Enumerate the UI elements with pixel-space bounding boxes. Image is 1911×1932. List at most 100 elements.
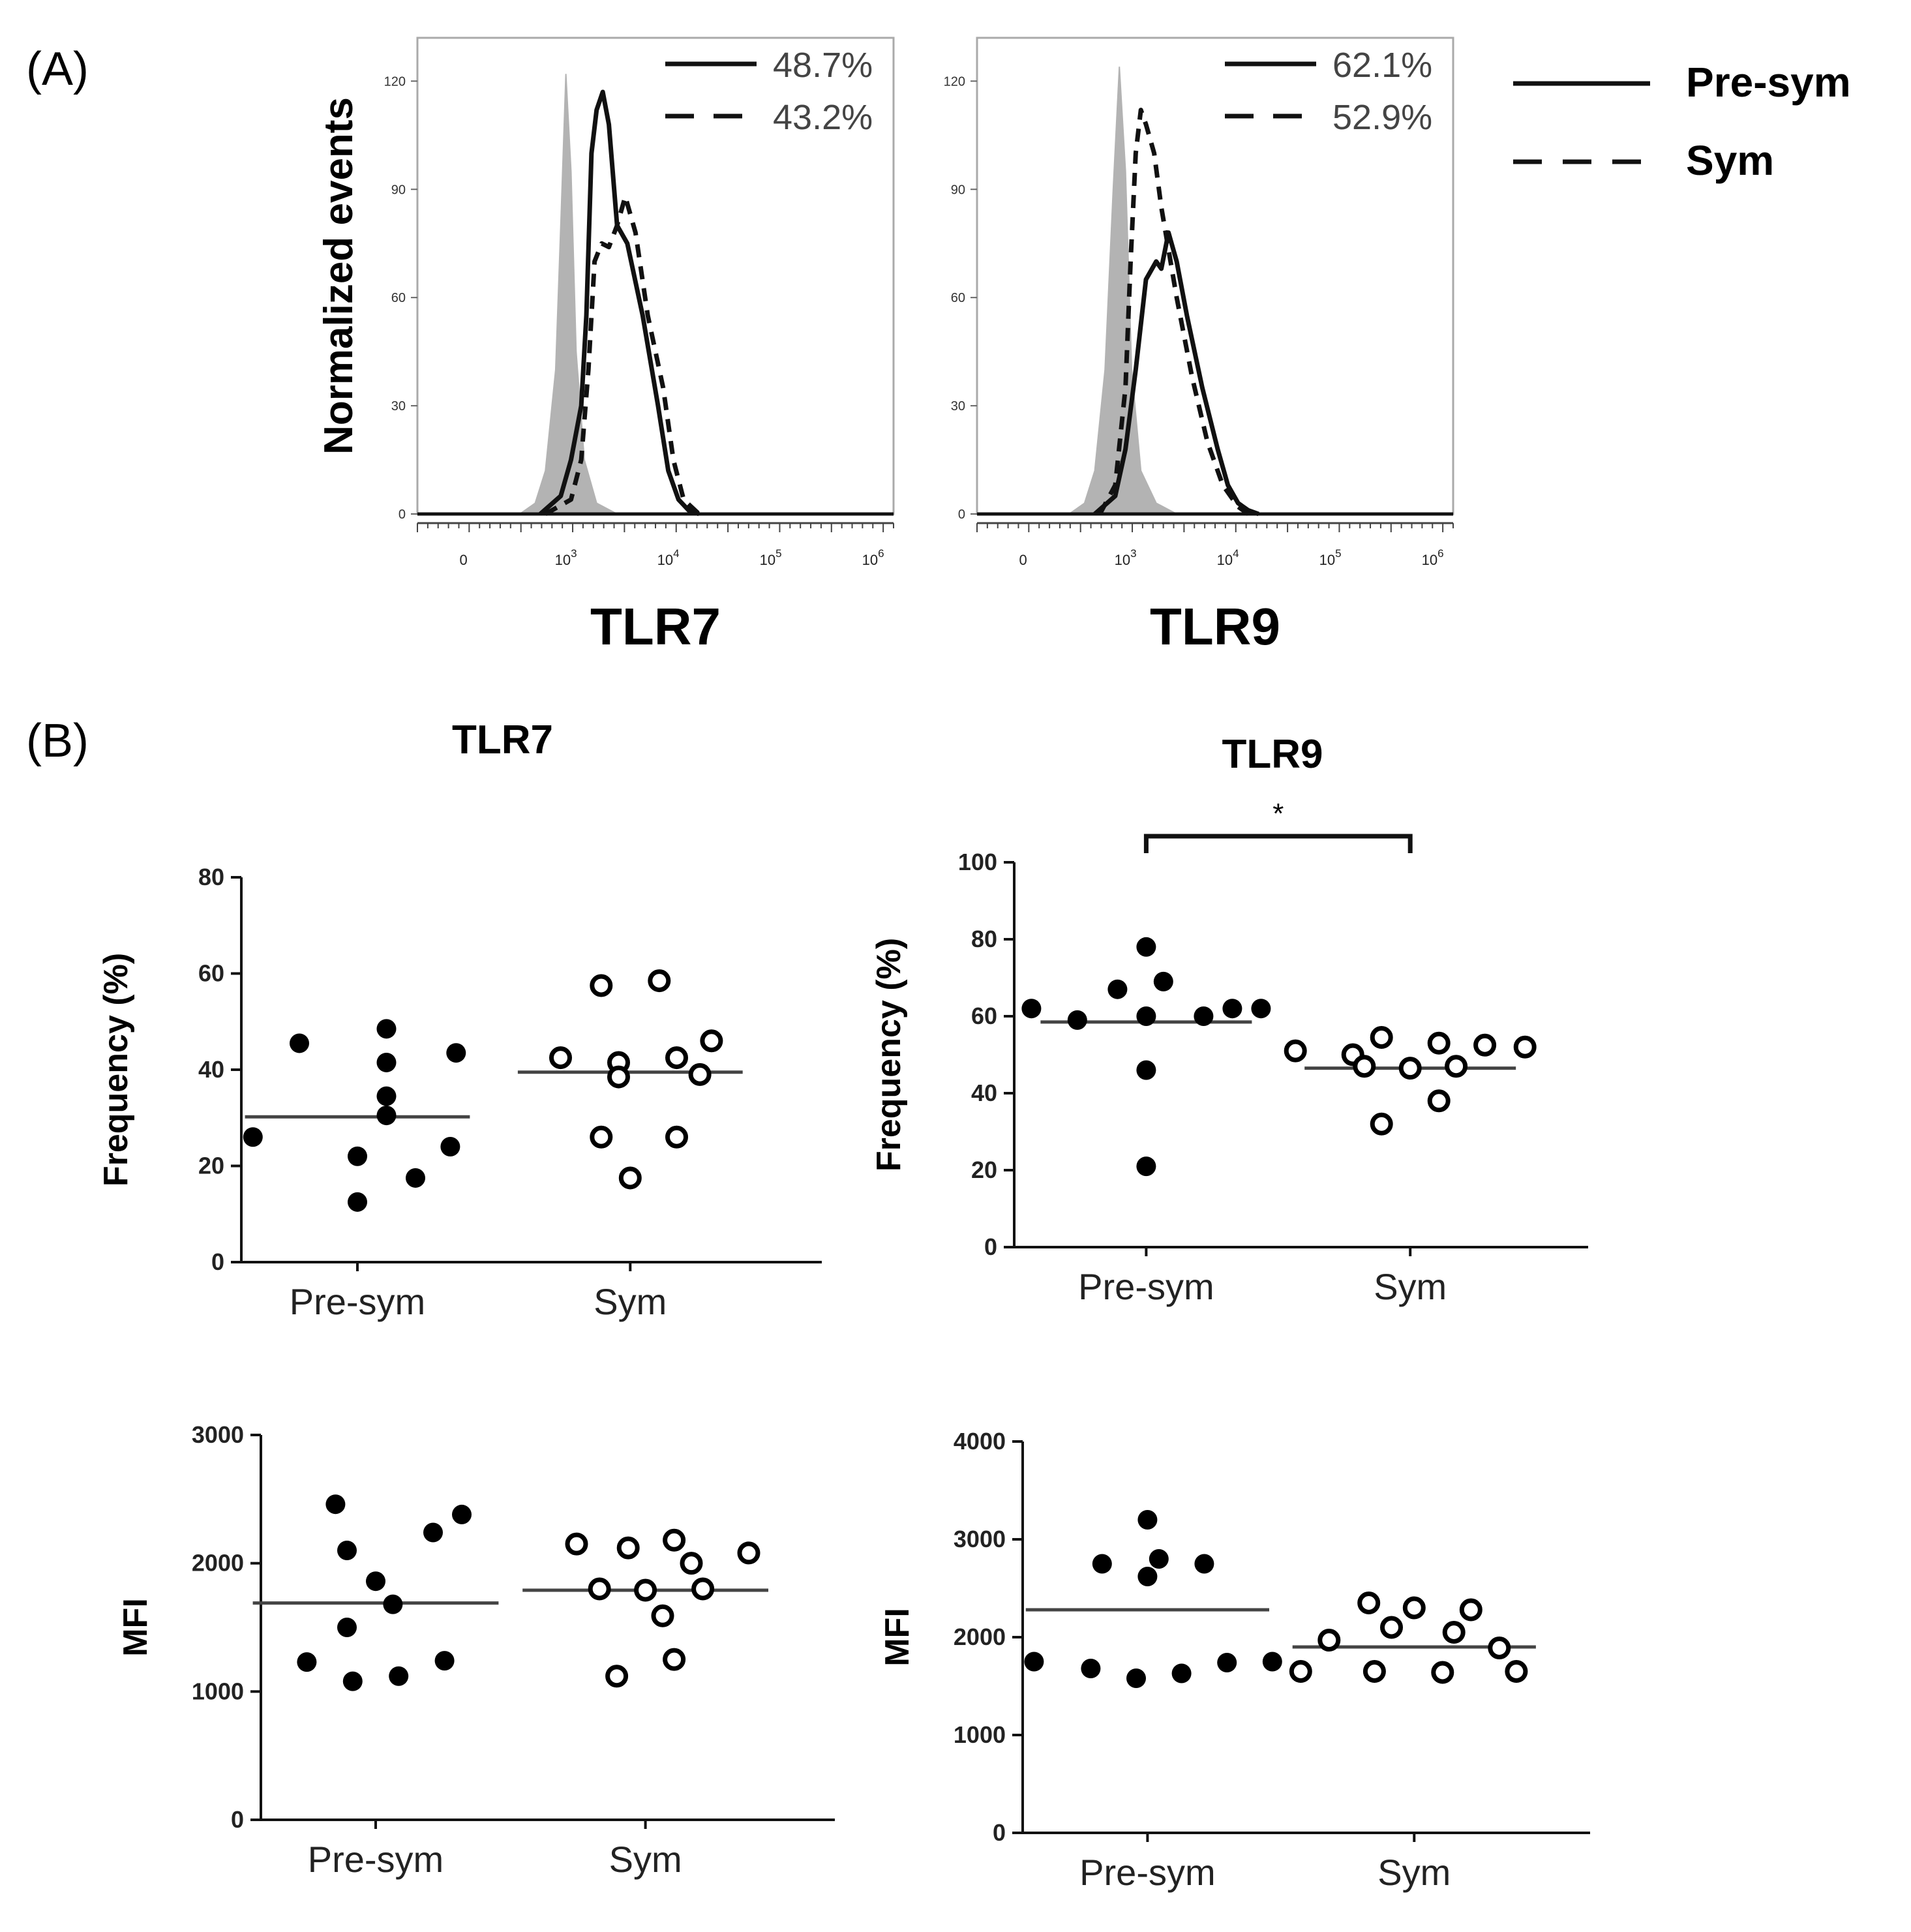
y-tick-label: 0 xyxy=(984,1233,997,1260)
y-tick-label: 60 xyxy=(971,1003,997,1029)
sym-point xyxy=(1513,1035,1537,1059)
sym-point xyxy=(1398,1057,1422,1080)
y-tick-label: 0 xyxy=(211,1248,224,1275)
pre-sym-point xyxy=(1024,1652,1044,1672)
y-tick-label: 3000 xyxy=(192,1421,244,1448)
pre-sym-point xyxy=(1021,999,1042,1019)
y-tick-label: 1000 xyxy=(192,1678,244,1704)
legend-dashed-label: Sym xyxy=(1686,137,1774,184)
pre-sym-point xyxy=(440,1137,460,1156)
pre-sym-point xyxy=(1107,979,1128,999)
x-tick-label: Pre-sym xyxy=(290,1281,425,1322)
y-tick-label: 0 xyxy=(958,507,965,522)
histo-tlr9-chart: 0 30 60 90 120 0 103 104 105 106 62.1% 52.9% TLR9 xyxy=(944,37,1454,656)
pre-sym-point xyxy=(1137,1567,1158,1586)
pre-sym-point xyxy=(1222,999,1242,1019)
sym-point xyxy=(1442,1621,1466,1644)
y-axis-label: Frequency (%) xyxy=(97,953,135,1186)
sym-point xyxy=(549,1046,572,1070)
pre-sym-point xyxy=(290,1033,309,1053)
y-tick-label: 2000 xyxy=(954,1623,1006,1650)
pre-sym-histogram xyxy=(1093,230,1259,517)
sym-point xyxy=(691,1577,715,1601)
pre-sym-point xyxy=(1194,1006,1214,1026)
sym-point xyxy=(1459,1598,1482,1622)
scatter-tlr9-mfi-chart: 0 1000 2000 3000 4000 Pre-sym Sym MFI xyxy=(879,1428,1590,1893)
pre-sym-point xyxy=(1067,1010,1087,1030)
x-tick-label: 105 xyxy=(1319,547,1342,568)
dashed-annotation-text: 52.9% xyxy=(1332,98,1432,137)
x-axis: 0 103 104 105 106 xyxy=(976,522,1454,568)
sym-point xyxy=(737,1541,760,1565)
sym-point xyxy=(1473,1033,1497,1057)
pre-sym-point xyxy=(348,1192,367,1212)
x-tick-label: Sym xyxy=(1377,1852,1451,1893)
pre-sym-point xyxy=(1137,1510,1158,1530)
significance-marker: * xyxy=(1272,798,1284,830)
y-tick-label: 4000 xyxy=(954,1428,1006,1455)
legend: Pre-sym Sym xyxy=(1513,59,1851,184)
pre-sym-histogram xyxy=(539,89,700,517)
sym-histogram xyxy=(544,194,701,517)
sym-point xyxy=(680,1552,703,1575)
sym-point xyxy=(1284,1039,1307,1063)
pre-sym-point xyxy=(1092,1554,1112,1574)
pre-sym-point xyxy=(423,1522,443,1543)
pre-sym-point xyxy=(337,1618,357,1637)
pre-sym-point xyxy=(1194,1554,1214,1574)
sym-point xyxy=(1402,1596,1426,1620)
sym-point xyxy=(663,1648,686,1671)
sym-point xyxy=(1362,1660,1386,1683)
sym-point xyxy=(618,1166,642,1190)
pre-sym-point xyxy=(366,1571,385,1592)
sym-point xyxy=(605,1665,629,1688)
sym-point xyxy=(616,1536,640,1560)
y-tick-label: 1000 xyxy=(954,1721,1006,1748)
pre-sym-point xyxy=(1153,971,1173,991)
sym-point xyxy=(588,1577,611,1601)
panel-a-label: (A) xyxy=(26,43,89,95)
sym-point xyxy=(1431,1661,1454,1684)
pre-sym-point xyxy=(325,1494,346,1515)
x-tick-label: 105 xyxy=(760,547,782,568)
significance-bracket xyxy=(1143,834,1413,853)
x-axis-label: TLR9 xyxy=(1150,597,1280,656)
isotype-histogram xyxy=(517,74,618,515)
sym-point xyxy=(700,1029,723,1053)
panel-b-label: (B) xyxy=(26,715,89,767)
y-tick-label: 2000 xyxy=(192,1550,244,1577)
x-tick-label: 106 xyxy=(862,547,884,568)
isotype-histogram xyxy=(1067,67,1177,515)
y-tick-label: 100 xyxy=(958,849,997,875)
y-tick-label: 80 xyxy=(971,926,997,952)
y-tick-label: 60 xyxy=(951,291,965,305)
y-axis-label: MFI xyxy=(879,1608,916,1667)
pre-sym-point xyxy=(1126,1668,1146,1688)
y-tick-label: 30 xyxy=(951,399,965,414)
x-tick-label: 0 xyxy=(460,552,468,568)
x-tick-label: Sym xyxy=(594,1281,667,1322)
x-tick-label: 104 xyxy=(657,547,680,568)
sym-point xyxy=(590,974,613,997)
pre-sym-point xyxy=(1136,1156,1156,1177)
y-tick-label: 20 xyxy=(198,1153,224,1179)
y-tick-label: 40 xyxy=(971,1079,997,1106)
sym-point xyxy=(1505,1660,1528,1683)
y-tick-label: 90 xyxy=(951,183,965,197)
sym-point xyxy=(665,1125,688,1149)
y-tick-label: 30 xyxy=(391,399,406,414)
y-tick-label: 60 xyxy=(198,960,224,987)
y-tick-label: 120 xyxy=(384,74,406,89)
y-tick-label: 3000 xyxy=(954,1526,1006,1552)
x-tick-label: 104 xyxy=(1217,547,1239,568)
sym-point xyxy=(665,1046,688,1070)
pre-sym-point xyxy=(1136,1060,1156,1080)
sym-point xyxy=(634,1578,657,1602)
sym-point xyxy=(1317,1629,1341,1652)
x-tick-label: Pre-sym xyxy=(1079,1852,1215,1893)
y-tick-label: 90 xyxy=(391,183,406,197)
pre-sym-point xyxy=(342,1671,363,1691)
y-tick-label: 60 xyxy=(391,291,406,305)
sym-point xyxy=(1289,1660,1312,1683)
